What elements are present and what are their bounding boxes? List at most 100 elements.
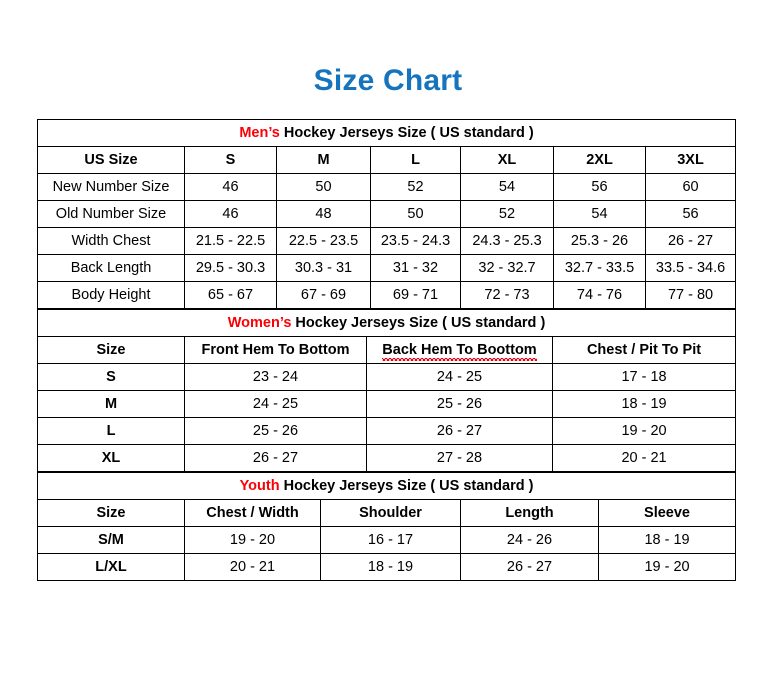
youth-banner-accent: Youth: [239, 478, 280, 494]
mens-row-2-cell-4: 25.3 - 26: [553, 227, 646, 255]
mens-row-3-cell-3: 32 - 32.7: [460, 254, 554, 282]
womens-row-2-cell-2: 19 - 20: [551, 417, 737, 445]
page-title: Size Chart: [313, 64, 463, 97]
womens-row-0-cell-2: 17 - 18: [551, 363, 737, 391]
womens-row-0-cell-0: 23 - 24: [184, 363, 367, 391]
mens-row-4-cell-5: 77 - 80: [644, 281, 737, 309]
mens-col-head-4: XL: [460, 146, 554, 174]
youth-col-head-2: Shoulder: [320, 499, 461, 527]
womens-row-2-label: L: [37, 417, 185, 445]
table-row: Back Length 29.5 - 30.3 30.3 - 31 31 - 3…: [37, 254, 737, 282]
mens-row-3-cell-1: 30.3 - 31: [276, 254, 371, 282]
womens-row-1-cell-0: 24 - 25: [184, 390, 367, 418]
womens-row-1-cell-2: 18 - 19: [551, 390, 737, 418]
womens-row-2-cell-0: 25 - 26: [184, 417, 367, 445]
youth-section-banner: Youth Hockey Jerseys Size ( US standard …: [36, 472, 737, 500]
mens-row-2-cell-3: 24.3 - 25.3: [460, 227, 554, 255]
womens-col-head-2: Back Hem To Boottom: [366, 336, 553, 364]
youth-row-0-cell-2: 24 - 26: [460, 526, 599, 554]
mens-row-4-cell-4: 74 - 76: [553, 281, 646, 309]
mens-row-0-cell-2: 52: [370, 173, 461, 201]
womens-row-3-cell-2: 20 - 21: [551, 444, 737, 472]
mens-row-1-cell-3: 52: [460, 200, 554, 228]
mens-row-2-cell-1: 22.5 - 23.5: [276, 227, 371, 255]
mens-row-1-cell-0: 46: [184, 200, 277, 228]
womens-size-table: Women’s Hockey Jerseys Size ( US standar…: [36, 309, 737, 472]
youth-row-0-cell-0: 19 - 20: [184, 526, 321, 554]
womens-col-head-0: Size: [37, 336, 185, 364]
mens-section-banner-row: Men’s Hockey Jerseys Size ( US standard …: [36, 119, 737, 147]
mens-row-0-cell-0: 46: [184, 173, 277, 201]
womens-row-3-label: XL: [37, 444, 185, 472]
mens-row-0-cell-3: 54: [460, 173, 554, 201]
youth-banner-rest: Hockey Jerseys Size ( US standard ): [279, 478, 534, 494]
mens-row-4-cell-1: 67 - 69: [276, 281, 371, 309]
table-row: L/XL 20 - 21 18 - 19 26 - 27 19 - 20: [37, 553, 737, 581]
mens-row-0-cell-4: 56: [553, 173, 646, 201]
youth-col-head-3: Length: [460, 499, 599, 527]
mens-section-banner: Men’s Hockey Jerseys Size ( US standard …: [36, 119, 737, 147]
mens-row-3-cell-4: 32.7 - 33.5: [553, 254, 646, 282]
youth-column-header-row: Size Chest / Width Shoulder Length Sleev…: [37, 499, 737, 527]
mens-banner-rest: Hockey Jerseys Size ( US standard ): [279, 125, 534, 141]
mens-row-2-cell-0: 21.5 - 22.5: [184, 227, 277, 255]
youth-row-1-cell-3: 19 - 20: [597, 553, 737, 581]
mens-col-head-0: US Size: [37, 146, 185, 174]
womens-section-banner-row: Women’s Hockey Jerseys Size ( US standar…: [36, 309, 737, 337]
spellcheck-underline: Back Hem To Boottom: [382, 342, 538, 361]
womens-row-0-cell-1: 24 - 25: [366, 363, 553, 391]
mens-row-0-cell-1: 50: [276, 173, 371, 201]
mens-row-3-label: Back Length: [37, 254, 185, 282]
womens-column-header-row: Size Front Hem To Bottom Back Hem To Boo…: [37, 336, 737, 364]
youth-section-banner-row: Youth Hockey Jerseys Size ( US standard …: [36, 472, 737, 500]
mens-row-0-cell-5: 60: [644, 173, 737, 201]
table-row: L 25 - 26 26 - 27 19 - 20: [37, 417, 737, 445]
youth-row-1-cell-0: 20 - 21: [184, 553, 321, 581]
mens-row-4-cell-2: 69 - 71: [370, 281, 461, 309]
mens-row-1-cell-1: 48: [276, 200, 371, 228]
table-row: S/M 19 - 20 16 - 17 24 - 26 18 - 19: [37, 526, 737, 554]
womens-row-1-label: M: [37, 390, 185, 418]
youth-row-0-cell-3: 18 - 19: [597, 526, 737, 554]
table-row: New Number Size 46 50 52 54 56 60: [37, 173, 737, 201]
womens-row-3-cell-0: 26 - 27: [184, 444, 367, 472]
mens-col-head-5: 2XL: [553, 146, 646, 174]
womens-banner-rest: Hockey Jerseys Size ( US standard ): [291, 315, 546, 331]
mens-row-3-cell-2: 31 - 32: [370, 254, 461, 282]
youth-col-head-4: Sleeve: [597, 499, 737, 527]
mens-row-3-cell-5: 33.5 - 34.6: [644, 254, 737, 282]
youth-row-0-label: S/M: [37, 526, 185, 554]
mens-row-1-label: Old Number Size: [37, 200, 185, 228]
table-row: S 23 - 24 24 - 25 17 - 18: [37, 363, 737, 391]
womens-row-2-cell-1: 26 - 27: [366, 417, 553, 445]
youth-row-1-label: L/XL: [37, 553, 185, 581]
youth-col-head-1: Chest / Width: [184, 499, 321, 527]
womens-col-head-3: Chest / Pit To Pit: [551, 336, 737, 364]
youth-size-table: Youth Hockey Jerseys Size ( US standard …: [36, 472, 737, 581]
mens-col-head-3: L: [370, 146, 461, 174]
mens-row-1-cell-2: 50: [370, 200, 461, 228]
mens-row-1-cell-4: 54: [553, 200, 646, 228]
womens-col-head-1: Front Hem To Bottom: [184, 336, 367, 364]
table-row: Width Chest 21.5 - 22.5 22.5 - 23.5 23.5…: [37, 227, 737, 255]
table-row: M 24 - 25 25 - 26 18 - 19: [37, 390, 737, 418]
mens-row-3-cell-0: 29.5 - 30.3: [184, 254, 277, 282]
table-row: Old Number Size 46 48 50 52 54 56: [37, 200, 737, 228]
mens-column-header-row: US Size S M L XL 2XL 3XL: [37, 146, 737, 174]
mens-col-head-6: 3XL: [644, 146, 737, 174]
size-chart-tables: Men’s Hockey Jerseys Size ( US standard …: [36, 119, 737, 581]
mens-size-table: Men’s Hockey Jerseys Size ( US standard …: [36, 119, 737, 309]
womens-banner-accent: Women’s: [227, 315, 292, 331]
womens-row-0-label: S: [37, 363, 185, 391]
womens-section-banner: Women’s Hockey Jerseys Size ( US standar…: [36, 309, 737, 337]
youth-row-1-cell-2: 26 - 27: [460, 553, 599, 581]
youth-col-head-0: Size: [37, 499, 185, 527]
mens-row-2-label: Width Chest: [37, 227, 185, 255]
mens-row-2-cell-5: 26 - 27: [644, 227, 737, 255]
mens-col-head-1: S: [184, 146, 277, 174]
table-row: XL 26 - 27 27 - 28 20 - 21: [37, 444, 737, 472]
mens-row-1-cell-5: 56: [644, 200, 737, 228]
womens-row-1-cell-1: 25 - 26: [366, 390, 553, 418]
mens-row-0-label: New Number Size: [37, 173, 185, 201]
